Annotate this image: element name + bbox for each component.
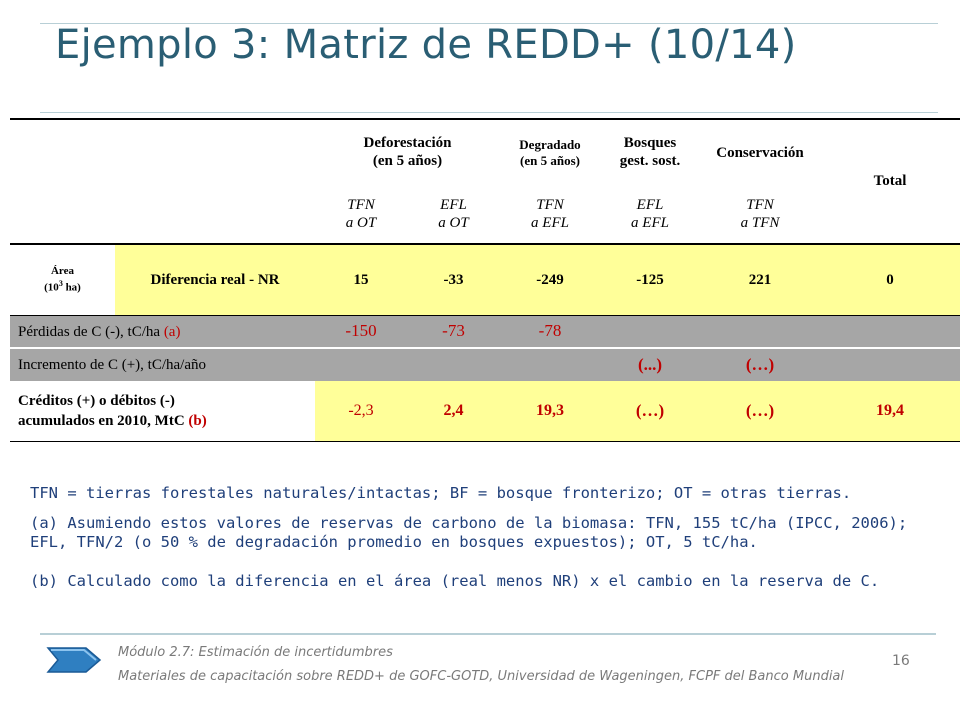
increment-label: Incremento de C (+), tC/ha/año xyxy=(18,357,206,373)
credits-label-line2: acumulados en 2010, MtC (b) xyxy=(18,413,207,429)
top-rule xyxy=(40,23,938,24)
area-unit: (103 ha) xyxy=(44,278,81,294)
area-value: -33 xyxy=(443,272,464,288)
title-rule xyxy=(40,112,938,113)
footer-module: Módulo 2.7: Estimación de incertidumbres xyxy=(118,645,393,660)
subheader-efl-efl: EFL a EFL xyxy=(631,197,669,231)
header-managed-forests: Bosques gest. sost. xyxy=(619,135,681,169)
area-value: -125 xyxy=(636,272,664,288)
increment-value: (...) xyxy=(637,354,663,374)
area-value: 221 xyxy=(748,272,772,288)
losses-value: -150 xyxy=(345,321,377,341)
header-degraded: Degradado (en 5 años) xyxy=(519,137,581,168)
increment-value: (…) xyxy=(745,354,775,374)
area-value: 15 xyxy=(353,272,369,288)
subheader-tfn-tfn: TFN a TFN xyxy=(740,197,780,231)
credits-value-total: 19,4 xyxy=(876,402,904,420)
page-number: 16 xyxy=(892,653,910,669)
area-label-bg xyxy=(10,245,115,315)
area-row-top-border xyxy=(10,243,960,245)
losses-value: -78 xyxy=(538,321,562,341)
footer-rule xyxy=(40,633,936,635)
credits-value: 19,3 xyxy=(536,402,564,420)
credits-value: -2,3 xyxy=(348,402,374,420)
area-sublabel: Diferencia real - NR xyxy=(150,272,280,288)
area-value-total: 0 xyxy=(886,272,894,288)
subheader-tfn-efl: TFN a EFL xyxy=(531,197,569,231)
area-value: -249 xyxy=(536,272,564,288)
subheader-efl-ot: EFL a OT xyxy=(438,197,469,231)
subheader-tfn-ot: TFN a OT xyxy=(345,197,377,231)
credits-value: (…) xyxy=(635,400,665,420)
header-deforestation: Deforestación (en 5 años) xyxy=(363,135,452,169)
losses-value: -73 xyxy=(442,321,465,341)
credits-label-bg xyxy=(10,381,315,441)
area-row xyxy=(10,245,960,315)
credits-value: (…) xyxy=(745,400,775,420)
credits-value: 2,4 xyxy=(443,402,464,420)
table-top-border xyxy=(10,118,960,120)
page-title: Ejemplo 3: Matriz de REDD+ (10/14) xyxy=(55,22,797,68)
header-conservation: Conservación xyxy=(716,145,804,161)
arrow-icon xyxy=(46,647,102,673)
credits-label: Créditos (+) o débitos (-) acumulados en… xyxy=(18,381,207,441)
losses-label: Pérdidas de C (-), tC/ha (a) xyxy=(18,323,181,340)
increment-row xyxy=(10,349,960,381)
header-total: Total xyxy=(873,173,907,189)
area-label: Área (103 ha) xyxy=(44,265,81,294)
note-b: (b) Calculado como la diferencia en el á… xyxy=(30,572,880,590)
credits-row xyxy=(10,381,960,442)
note-a: (a) Asumiendo estos valores de reservas … xyxy=(30,514,908,551)
losses-row xyxy=(10,315,960,348)
note-definitions: TFN = tierras forestales naturales/intac… xyxy=(30,484,852,502)
footer-materials: Materiales de capacitación sobre REDD+ d… xyxy=(118,669,845,684)
